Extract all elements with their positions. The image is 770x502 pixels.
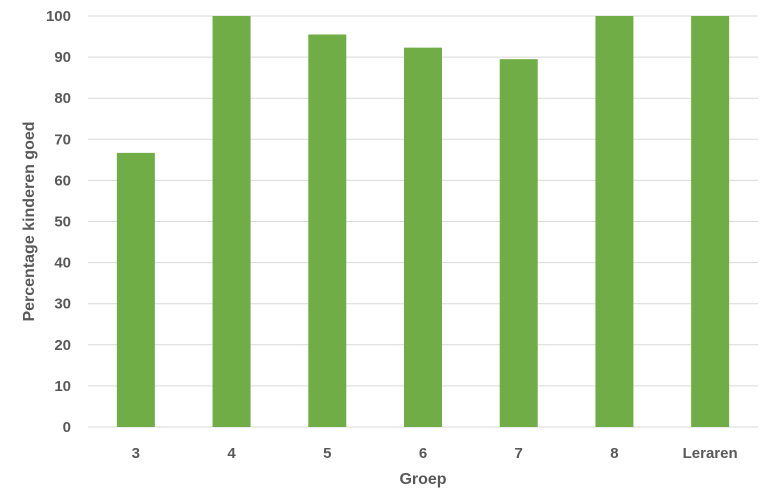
y-tick-label: 60: [54, 172, 71, 189]
y-tick-label: 10: [54, 378, 71, 395]
y-tick-label: 90: [54, 49, 71, 66]
y-tick-label: 0: [63, 419, 71, 436]
bar-3: [116, 152, 155, 427]
y-axis-ticks: 0 10 20 30 40 50 60 70 80 90 100: [46, 8, 71, 436]
x-tick-label: 8: [610, 445, 618, 462]
x-tick-label: Leraren: [683, 445, 738, 462]
bar-7: [499, 59, 538, 427]
bar-6: [404, 47, 442, 427]
x-tick-label: 6: [419, 445, 427, 462]
y-tick-label: 80: [54, 90, 71, 107]
y-tick-label: 30: [54, 296, 71, 313]
y-axis-title: Percentage kinderen goed: [21, 121, 38, 321]
x-axis-ticks: 3 4 5 6 7 8 Leraren: [132, 445, 738, 462]
bar-4: [212, 16, 251, 427]
bar-5: [308, 34, 347, 428]
bars: [116, 16, 730, 428]
x-tick-label: 3: [132, 445, 140, 462]
x-tick-label: 4: [227, 445, 236, 462]
y-tick-label: 20: [54, 337, 71, 354]
bar-leraren: [691, 16, 730, 427]
y-tick-label: 70: [54, 131, 71, 148]
x-tick-label: 7: [515, 445, 523, 462]
x-tick-label: 5: [323, 445, 331, 462]
y-tick-label: 100: [46, 8, 71, 25]
x-axis-title: Groep: [399, 471, 446, 488]
bar-8: [595, 16, 634, 427]
y-tick-label: 50: [54, 214, 71, 231]
y-tick-label: 40: [54, 255, 71, 272]
